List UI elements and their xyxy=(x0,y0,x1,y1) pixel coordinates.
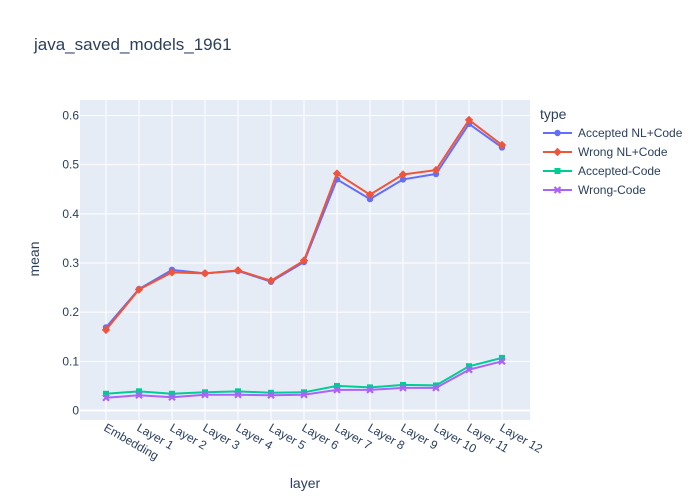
data-point xyxy=(465,365,473,374)
data-point xyxy=(399,176,407,183)
data-point xyxy=(464,115,474,125)
data-point xyxy=(201,390,209,399)
legend-item[interactable]: Accepted NL+Code xyxy=(543,126,683,140)
x-tick-label: Layer 5 xyxy=(267,420,309,452)
data-point xyxy=(135,391,143,400)
data-point xyxy=(498,357,506,366)
y-tick-label: 0.2 xyxy=(62,305,79,319)
data-point xyxy=(553,186,562,194)
data-point xyxy=(466,363,472,370)
data-point xyxy=(334,382,340,389)
legend-label: Accepted-Code xyxy=(578,164,661,178)
x-axis-title: layer xyxy=(290,475,321,491)
legend-item[interactable]: Accepted-Code xyxy=(543,164,661,178)
x-tick-label: Layer 3 xyxy=(201,420,243,452)
data-point xyxy=(300,390,308,399)
legend: type Accepted NL+Code Wrong NL+Code Accept… xyxy=(540,106,683,197)
x-tick-label: Layer 9 xyxy=(399,420,441,452)
series-accepted-code xyxy=(103,354,505,397)
legend-label: Wrong-Code xyxy=(578,183,646,197)
legend-label: Wrong NL+Code xyxy=(578,145,668,159)
data-point xyxy=(233,266,243,275)
data-point xyxy=(433,382,439,389)
y-tick-label: 0.6 xyxy=(62,109,79,123)
data-point xyxy=(134,285,144,294)
data-point xyxy=(301,389,307,396)
y-axis: 0 0.1 0.2 0.3 0.4 0.5 0.6 xyxy=(62,109,79,418)
series-group xyxy=(101,115,507,402)
data-point xyxy=(367,384,373,391)
y-tick-label: 0.5 xyxy=(62,158,79,172)
x-tick-label: Layer 6 xyxy=(300,420,342,452)
data-point xyxy=(333,386,341,394)
data-point xyxy=(431,165,441,175)
data-point xyxy=(553,147,562,157)
data-point xyxy=(432,384,440,392)
data-point xyxy=(234,390,242,399)
data-point xyxy=(398,170,408,179)
data-point xyxy=(400,381,406,388)
y-axis-title: mean xyxy=(26,241,42,276)
y-tick-label: 0 xyxy=(72,404,79,418)
data-point xyxy=(136,388,142,395)
data-point xyxy=(101,325,111,335)
data-point xyxy=(554,168,561,174)
x-tick-label: Layer 4 xyxy=(234,420,276,452)
data-point xyxy=(267,391,275,400)
legend-label: Accepted NL+Code xyxy=(578,126,683,140)
y-tick-label: 0.4 xyxy=(62,207,79,221)
data-point xyxy=(365,190,375,199)
series-wrong-code xyxy=(102,357,506,402)
data-point xyxy=(399,384,407,392)
legend-item[interactable]: Wrong NL+Code xyxy=(543,145,668,159)
chart-title: java_saved_models_1961 xyxy=(33,35,232,54)
legend-title: type xyxy=(540,106,567,122)
series-wrong-nl-code xyxy=(101,115,507,335)
data-point xyxy=(266,276,276,285)
x-tick-label: Layer 8 xyxy=(366,420,408,452)
data-point xyxy=(366,386,374,394)
data-point xyxy=(200,269,210,278)
data-point xyxy=(366,195,374,203)
y-tick-label: 0.1 xyxy=(62,354,79,368)
data-point xyxy=(103,390,109,397)
data-point xyxy=(202,389,208,396)
data-point xyxy=(499,354,505,361)
data-point xyxy=(332,169,342,178)
data-point xyxy=(554,129,561,137)
x-tick-label: Layer 2 xyxy=(168,420,210,452)
data-point xyxy=(268,389,274,396)
data-point xyxy=(167,268,177,277)
grid xyxy=(80,100,530,420)
data-point xyxy=(235,388,241,395)
y-tick-label: 0.3 xyxy=(62,256,79,270)
x-tick-label: Layer 7 xyxy=(333,420,375,452)
data-point xyxy=(168,393,176,402)
data-point xyxy=(299,256,309,265)
data-point xyxy=(102,393,110,402)
legend-item[interactable]: Wrong-Code xyxy=(543,183,646,197)
data-point xyxy=(497,140,507,150)
data-point xyxy=(169,390,175,397)
